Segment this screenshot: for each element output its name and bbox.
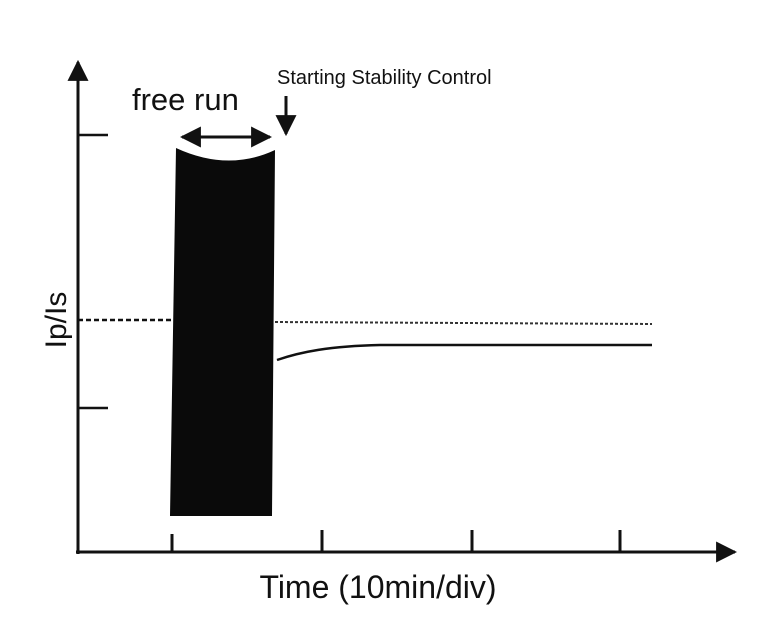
oscillation-block	[170, 148, 275, 516]
free-run-label: free run	[132, 82, 239, 117]
response-line	[276, 343, 652, 362]
x-ticks	[170, 530, 622, 552]
y-ticks	[78, 133, 108, 410]
y-axis-label: Ip/Is	[40, 292, 73, 349]
x-axis-label: Time (10min/div)	[259, 569, 496, 605]
annotation: Starting Stability Control	[277, 67, 492, 89]
reference-line	[274, 321, 653, 325]
